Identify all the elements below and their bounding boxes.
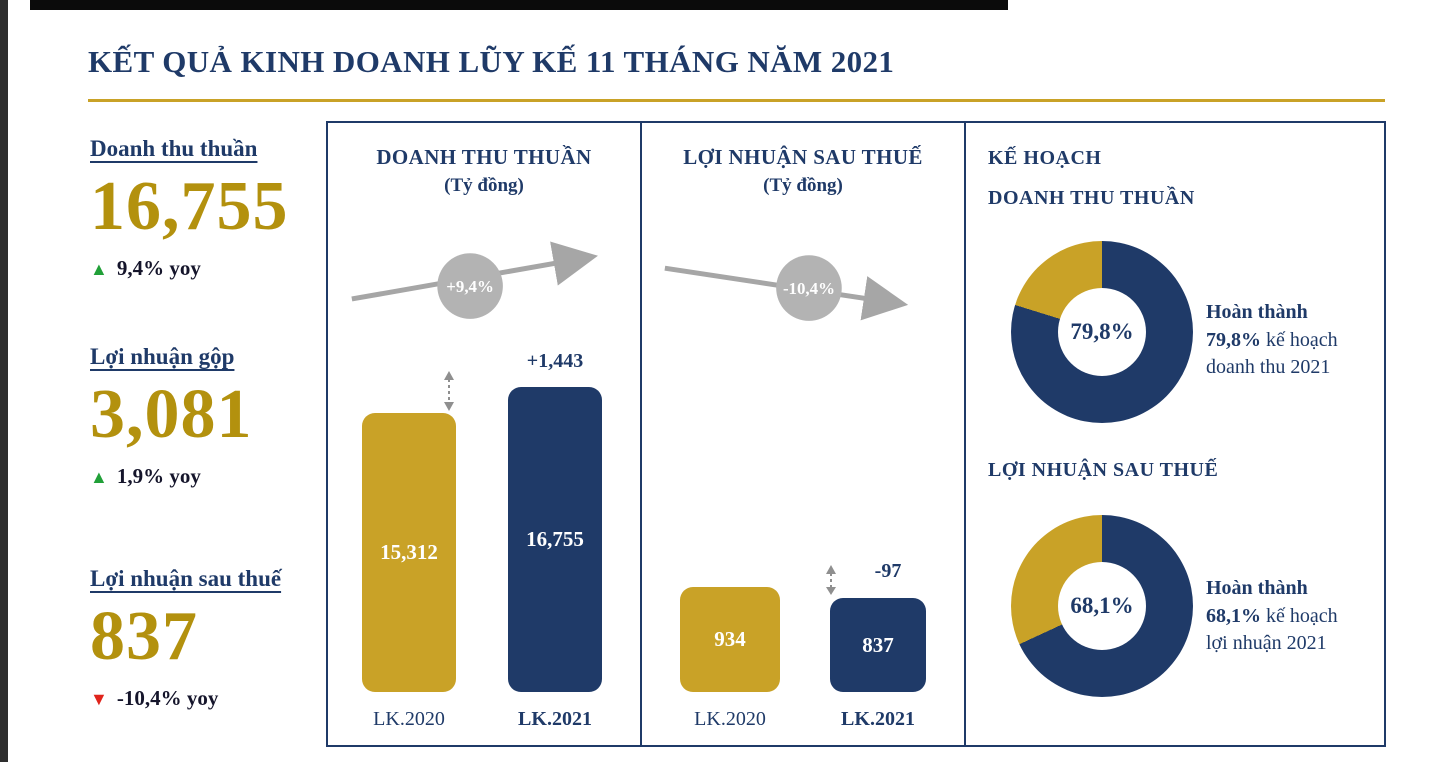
delta-text: 9,4% yoy (116, 256, 201, 280)
delta-text: -10,4% yoy (116, 686, 219, 710)
decrease-dashed-arrow-icon (826, 565, 836, 595)
results-panels: DOANH THU THUẦN (Tỷ đồng) +9,4% +1,443 (326, 121, 1386, 747)
chart-title: DOANH THU THUẦN (376, 145, 592, 169)
note-line-1: Hoàn thành (1206, 577, 1308, 599)
bar-value-label: 837 (862, 632, 894, 657)
bar-value-label: 934 (714, 627, 746, 651)
note-line-3: lợi nhuận 2021 (1206, 632, 1327, 655)
revenue-bar-chart-panel: DOANH THU THUẦN (Tỷ đồng) +9,4% +1,443 (328, 123, 642, 745)
bar-lk2021: 837 (830, 598, 926, 692)
stat-value: 837 (90, 598, 198, 675)
stat-label: Doanh thu thuần (90, 136, 258, 161)
note-line-2: kế hoạch (1261, 328, 1338, 351)
up-triangle-icon: ▲ (90, 259, 108, 279)
plan-profit-heading: LỢI NHUẬN SAU THUẾ (988, 459, 1219, 481)
page-title: KẾT QUẢ KINH DOANH LŨY KẾ 11 THÁNG NĂM 2… (88, 44, 895, 79)
chart-unit: (Tỷ đồng) (444, 175, 524, 196)
category-label-lk2021: LK.2021 (841, 708, 915, 730)
category-label-lk2020: LK.2020 (373, 708, 445, 730)
stat-delta: ▲ 1,9% yoy (90, 464, 340, 489)
profit-bar-chart-panel: LỢI NHUẬN SAU THUẾ (Tỷ đồng) -10,4% -97 (642, 123, 966, 745)
bar-value-label: 15,312 (380, 540, 438, 564)
note-line-3: doanh thu 2021 (1206, 356, 1331, 379)
plan-panel: KẾ HOẠCH DOANH THU THUẦN 79,8% Hoàn thàn… (966, 123, 1384, 745)
category-label-lk2021: LK.2021 (518, 708, 592, 730)
chart-unit: (Tỷ đồng) (763, 175, 843, 196)
plan-panel-title: KẾ HOẠCH (988, 147, 1102, 169)
top-black-bar (30, 0, 1008, 10)
increase-dashed-arrow-icon (444, 371, 454, 411)
title-underline (88, 99, 1385, 102)
up-triangle-icon: ▲ (90, 467, 108, 487)
revenue-plan-donut: 79,8% (1011, 241, 1193, 423)
bar-lk2020: 15,312 (362, 413, 456, 692)
stat-value: 3,081 (90, 376, 253, 453)
down-triangle-icon: ▼ (90, 689, 108, 709)
trend-badge-label: -10,4% (783, 279, 835, 298)
stat-label: Lợi nhuận sau thuế (90, 566, 282, 591)
plan-revenue-heading: DOANH THU THUẦN (988, 187, 1195, 209)
stat-value: 16,755 (90, 168, 289, 245)
trend-badge-label: +9,4% (446, 277, 494, 296)
chart-title: LỢI NHUẬN SAU THUẾ (683, 145, 923, 169)
difference-label: -97 (874, 560, 902, 582)
stat-gross-profit: Lợi nhuận gộp 3,081 ▲ 1,9% yoy (90, 344, 340, 489)
left-edge-strip (0, 0, 8, 762)
trend-arrow-graphic: -10,4% (664, 255, 909, 321)
trend-badge-circle (776, 255, 842, 321)
profit-plan-note: Hoàn thành 68,1% kế hoạch lợi nhuận 2021 (1206, 575, 1381, 658)
donut-center-label: 68,1% (1058, 562, 1146, 650)
note-percent: 68,1% (1206, 604, 1261, 627)
bar-lk2020: 934 (680, 587, 780, 692)
bar-lk2021: 16,755 (508, 387, 602, 692)
delta-text: 1,9% yoy (116, 464, 201, 488)
note-line-2: kế hoạch (1261, 604, 1338, 627)
note-percent: 79,8% (1206, 328, 1261, 351)
revenue-plan-note: Hoàn thành 79,8% kế hoạch doanh thu 2021 (1206, 299, 1381, 382)
trend-badge-circle (437, 253, 503, 319)
stat-delta: ▼ -10,4% yoy (90, 686, 340, 711)
donut-center-label: 79,8% (1058, 288, 1146, 376)
stat-delta: ▲ 9,4% yoy (90, 256, 340, 281)
difference-label: +1,443 (526, 350, 584, 372)
stat-net-revenue: Doanh thu thuần 16,755 ▲ 9,4% yoy (90, 136, 340, 281)
stat-profit-after-tax: Lợi nhuận sau thuế 837 ▼ -10,4% yoy (90, 566, 340, 711)
category-label-lk2020: LK.2020 (694, 708, 766, 730)
bar-value-label: 16,755 (526, 527, 584, 551)
stat-label: Lợi nhuận gộp (90, 344, 235, 369)
profit-plan-donut: 68,1% (1011, 515, 1193, 697)
trend-arrow-graphic: +9,4% (351, 241, 598, 319)
note-line-1: Hoàn thành (1206, 301, 1308, 323)
